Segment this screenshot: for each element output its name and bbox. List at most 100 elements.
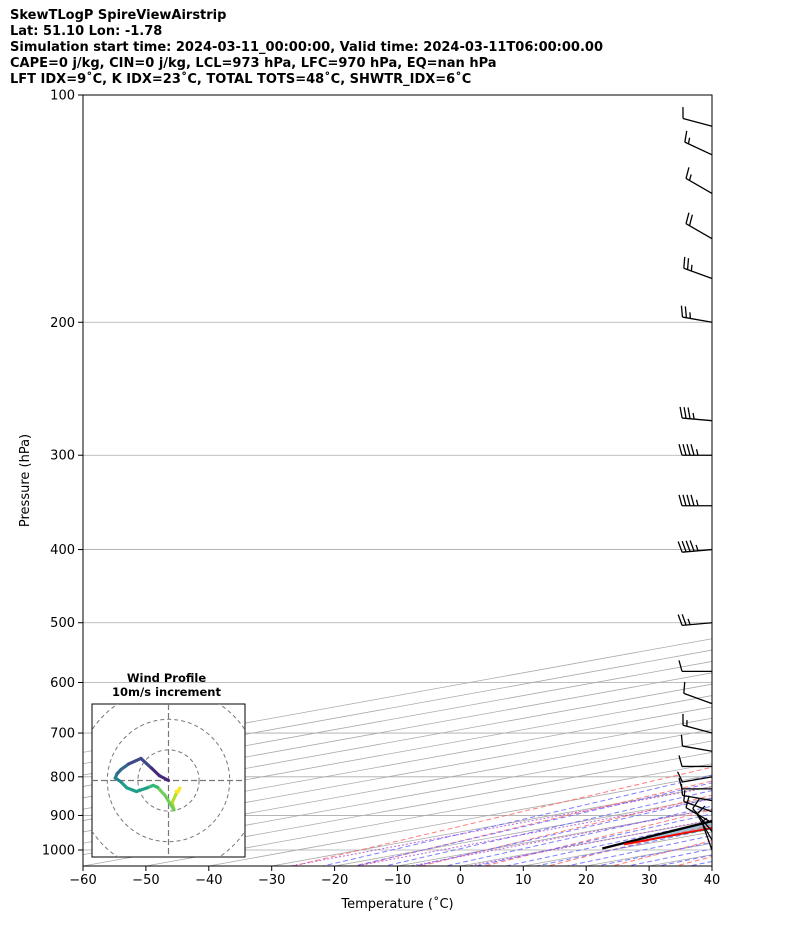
y-tick-label: 1000 xyxy=(42,844,75,859)
wind-barb-flag xyxy=(690,444,695,456)
wind-barb-flag xyxy=(678,660,683,672)
x-tick-label: 40 xyxy=(704,873,721,888)
dry-adiabat xyxy=(673,856,712,866)
index-line: LFT IDX=9˚C, K IDX=23˚C, TOTAL TOTS=48˚C… xyxy=(10,72,472,87)
dry-adiabat xyxy=(418,794,712,866)
isotherm-line xyxy=(83,661,712,776)
wind-barb-flag xyxy=(688,214,694,226)
wind-barb xyxy=(678,777,712,790)
wind-barb xyxy=(680,734,713,752)
dry-adiabat xyxy=(682,62,794,882)
x-tick-label: −30 xyxy=(258,873,285,888)
isotherm-line xyxy=(83,706,712,821)
wind-barb xyxy=(683,256,713,280)
wind-barb-flag xyxy=(677,614,683,626)
dry-adiabat xyxy=(354,780,712,866)
mixing-ratio-line xyxy=(287,786,712,866)
title-block: SkewTLogP SpireViewAirstrip Lat: 51.10 L… xyxy=(10,8,780,88)
wind-barb-half-flag xyxy=(687,137,691,144)
wind-barb-staff xyxy=(682,417,713,422)
time-line: Simulation start time: 2024-03-11_00:00:… xyxy=(10,40,603,55)
wind-barb-half-flag xyxy=(695,499,699,506)
hodograph-segment xyxy=(150,766,161,778)
wind-barb xyxy=(696,805,713,841)
isotherm-line xyxy=(775,95,794,866)
wind-barb xyxy=(684,130,713,156)
wind-barb-staff xyxy=(682,316,713,323)
dry-adiabat xyxy=(610,840,712,866)
isotherm-line xyxy=(83,695,712,810)
wind-barb-half-flag xyxy=(687,618,691,625)
wind-barb-half-flag xyxy=(688,174,692,181)
wind-barb-flag xyxy=(685,212,690,224)
y-tick-label: 300 xyxy=(50,449,75,464)
wind-barb-staff xyxy=(701,821,713,851)
y-tick-label: 400 xyxy=(50,543,75,558)
isotherm-line xyxy=(83,683,712,799)
y-tick-label: 700 xyxy=(50,727,75,742)
hodograph-area xyxy=(92,704,245,857)
wind-barb-flag xyxy=(677,541,683,553)
moist-adiabat xyxy=(564,835,712,866)
wind-barb-half-flag xyxy=(690,264,693,272)
wind-barb-staff xyxy=(682,117,713,127)
wind-barb-staff xyxy=(696,813,713,841)
wind-barb-half-flag xyxy=(692,412,695,420)
isotherm-line xyxy=(649,854,712,866)
wind-barb-flag xyxy=(686,444,691,456)
moist-adiabat xyxy=(625,848,712,866)
x-tick-label: −40 xyxy=(195,873,222,888)
wind-barb xyxy=(685,212,713,240)
isotherm-line xyxy=(586,842,712,866)
wind-barb-flag xyxy=(685,796,690,808)
wind-barb-flag xyxy=(683,681,686,694)
moist-adiabat xyxy=(382,789,712,866)
moist-adiabat xyxy=(443,805,712,866)
moist-adiabat xyxy=(473,813,712,866)
wind-barb xyxy=(677,614,713,626)
wind-barb xyxy=(680,305,713,323)
wind-barb xyxy=(678,660,712,673)
hodograph-segment xyxy=(139,756,154,770)
y-tick-label: 900 xyxy=(50,809,75,824)
wind-barb xyxy=(682,107,713,127)
wind-barb xyxy=(678,494,712,507)
moist-adiabat xyxy=(594,841,712,866)
dry-adiabat xyxy=(482,809,712,866)
wind-barb-staff xyxy=(682,794,713,802)
y-axis-label: Pressure (hPa) xyxy=(18,434,33,527)
wind-barb-staff xyxy=(685,223,713,240)
isotherm-line xyxy=(83,729,712,844)
title-line: SkewTLogP SpireViewAirstrip xyxy=(10,8,227,23)
wind-barb-flag xyxy=(682,494,687,506)
wind-barb-staff xyxy=(685,177,713,194)
dry-adiabat xyxy=(290,766,712,866)
x-tick-label: −10 xyxy=(384,873,411,888)
moist-adiabat xyxy=(320,774,712,866)
wind-barb-staff xyxy=(682,622,713,626)
wind-barb-flag xyxy=(685,540,691,552)
x-tick-label: 20 xyxy=(578,873,595,888)
hodograph-segment xyxy=(134,786,149,794)
wind-barb-flag xyxy=(682,444,687,456)
wind-barb-flag xyxy=(689,540,695,552)
wind-barb xyxy=(677,540,713,553)
wind-barb-staff xyxy=(685,807,713,824)
wind-barb-flag xyxy=(678,755,683,767)
wind-barb-flag xyxy=(686,494,691,506)
parcel-path-line xyxy=(602,819,712,850)
wind-barb-flag xyxy=(678,444,683,456)
wind-barb-flag xyxy=(678,494,683,506)
hodograph-segment xyxy=(155,785,167,797)
wind-barb-flag xyxy=(684,306,688,318)
hodograph-subtitle: 10m/s increment xyxy=(112,685,221,699)
isotherm-line xyxy=(83,672,712,787)
hodograph-segment xyxy=(127,756,143,766)
wind-barb xyxy=(685,167,713,194)
moist-adiabat xyxy=(644,61,794,882)
wind-barb xyxy=(679,406,713,422)
wind-barb-staff xyxy=(682,724,713,734)
isotherm-line xyxy=(460,820,712,866)
x-tick-label: −20 xyxy=(321,873,348,888)
